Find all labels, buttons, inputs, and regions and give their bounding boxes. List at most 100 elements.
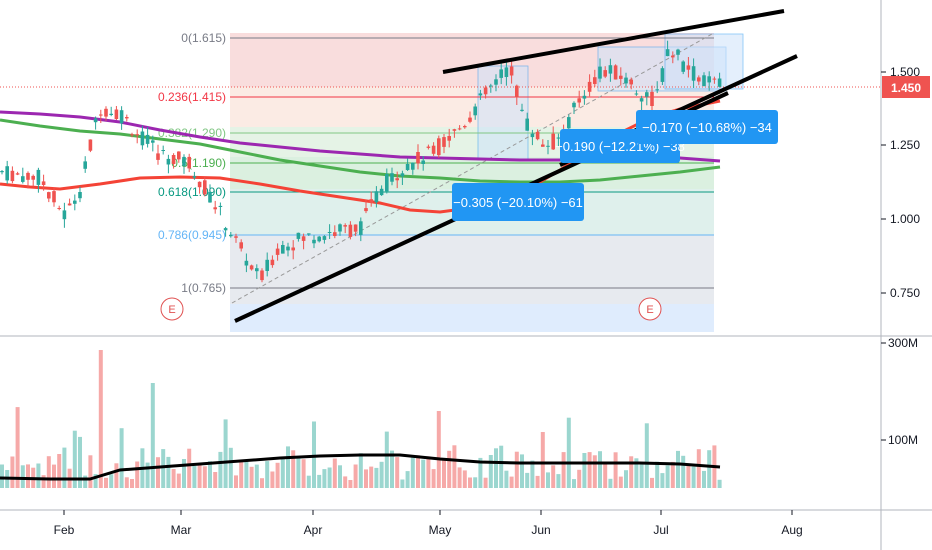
volume-bar bbox=[546, 472, 550, 488]
earnings-marker-1[interactable]: E bbox=[160, 297, 184, 321]
volume-bar bbox=[390, 450, 394, 488]
candle-body bbox=[447, 136, 451, 141]
volume-bar bbox=[457, 467, 462, 488]
candle-body bbox=[572, 102, 576, 108]
volume-bar bbox=[171, 469, 176, 488]
volume-bar bbox=[260, 478, 264, 488]
volume-bar bbox=[182, 459, 186, 488]
candle-body bbox=[41, 181, 46, 185]
candle-body bbox=[291, 247, 295, 251]
candle-body bbox=[369, 199, 373, 203]
candle-body bbox=[379, 188, 384, 196]
time-tick-label-6: Aug bbox=[781, 523, 802, 537]
volume-bar bbox=[88, 455, 93, 488]
candle-body bbox=[645, 92, 649, 97]
candle-body bbox=[21, 176, 25, 182]
time-tick-label-0: Feb bbox=[54, 523, 75, 537]
candle-body bbox=[343, 225, 347, 227]
volume-bar bbox=[338, 465, 342, 488]
candle-body bbox=[385, 174, 389, 192]
volume-bar bbox=[348, 480, 353, 488]
candle-body bbox=[161, 150, 165, 151]
candle-body bbox=[31, 175, 35, 180]
candle-body bbox=[0, 171, 4, 173]
candle-body bbox=[681, 61, 685, 72]
candle-body bbox=[307, 233, 311, 235]
candle-body bbox=[431, 145, 436, 154]
fib-label-6: 1(0.765) bbox=[181, 281, 226, 295]
fib-band-below-1 bbox=[230, 304, 714, 332]
volume-bar bbox=[452, 445, 457, 488]
volume-bar bbox=[566, 417, 571, 488]
time-axis[interactable]: Feb Mar Apr May Jun Jul Aug bbox=[54, 510, 803, 537]
candle-body bbox=[515, 85, 519, 98]
volume-bar bbox=[681, 455, 686, 488]
candle-body bbox=[405, 164, 410, 170]
candle-body bbox=[437, 138, 441, 156]
candle-body bbox=[36, 169, 41, 185]
volume-bar bbox=[613, 452, 618, 488]
measure-callout-1[interactable]: −0.305 (−20.10%) −61 bbox=[452, 183, 584, 221]
volume-bar bbox=[442, 460, 446, 488]
measure-callout-1-text: −0.305 (−20.10%) −61 bbox=[453, 195, 583, 210]
volume-bar bbox=[634, 458, 639, 488]
volume-bars bbox=[0, 350, 722, 488]
time-tick-label-3: May bbox=[429, 523, 452, 537]
candle-body bbox=[457, 128, 462, 130]
volume-bar bbox=[317, 474, 322, 488]
volume-bar bbox=[551, 465, 556, 488]
volume-bar bbox=[702, 470, 706, 488]
candle-body bbox=[697, 77, 701, 82]
candle-body bbox=[135, 134, 139, 136]
upper-trendline[interactable] bbox=[442, 9, 785, 74]
measure-callout-3[interactable]: −0.170 (−10.68%) −34 bbox=[636, 110, 778, 144]
volume-axis[interactable]: 300M 100M bbox=[881, 336, 918, 447]
volume-bar bbox=[306, 475, 311, 488]
volume-bar bbox=[369, 466, 374, 488]
candle-body bbox=[234, 236, 238, 238]
candle-body bbox=[494, 79, 498, 85]
volume-bar bbox=[109, 474, 114, 488]
volume-bar bbox=[218, 451, 223, 488]
volume-bar bbox=[514, 451, 519, 488]
candle-body bbox=[702, 75, 706, 87]
volume-bar bbox=[520, 454, 524, 488]
volume-bar bbox=[327, 467, 332, 488]
volume-bar bbox=[488, 455, 493, 488]
candle-body bbox=[260, 270, 264, 281]
candle-body bbox=[364, 208, 368, 212]
candle-body bbox=[520, 109, 524, 111]
volume-bar bbox=[213, 472, 218, 488]
range-boxes[interactable] bbox=[477, 33, 744, 161]
volume-bar bbox=[644, 423, 649, 488]
candle-body bbox=[73, 200, 77, 204]
price-axis[interactable]: 1.500 1.250 1.000 0.750 bbox=[881, 65, 920, 300]
candle-body bbox=[255, 268, 259, 272]
candle-body bbox=[286, 246, 290, 251]
volume-bar bbox=[249, 466, 254, 488]
candle-body bbox=[671, 55, 675, 58]
volume-bar bbox=[556, 474, 561, 488]
volume-bar bbox=[509, 476, 514, 488]
volume-bar bbox=[374, 467, 379, 488]
earnings-marker-2[interactable]: E bbox=[638, 297, 662, 321]
candle-body bbox=[229, 234, 233, 237]
volume-bar bbox=[135, 461, 140, 488]
candle-body bbox=[5, 166, 9, 181]
volume-bar bbox=[587, 452, 592, 488]
volume-bar bbox=[83, 475, 88, 488]
candle-body bbox=[525, 118, 529, 131]
volume-bar bbox=[197, 464, 202, 488]
candlesticks[interactable] bbox=[0, 40, 722, 283]
volume-bar bbox=[208, 461, 212, 488]
candle-body bbox=[468, 117, 472, 122]
volume-bar bbox=[46, 456, 51, 488]
candle-body bbox=[624, 77, 628, 84]
volume-bar bbox=[650, 477, 654, 488]
candle-body bbox=[47, 192, 51, 199]
candle-body bbox=[156, 153, 160, 160]
volume-ma-line bbox=[0, 453, 721, 481]
candle-body bbox=[177, 151, 181, 160]
volume-bar bbox=[20, 465, 25, 488]
